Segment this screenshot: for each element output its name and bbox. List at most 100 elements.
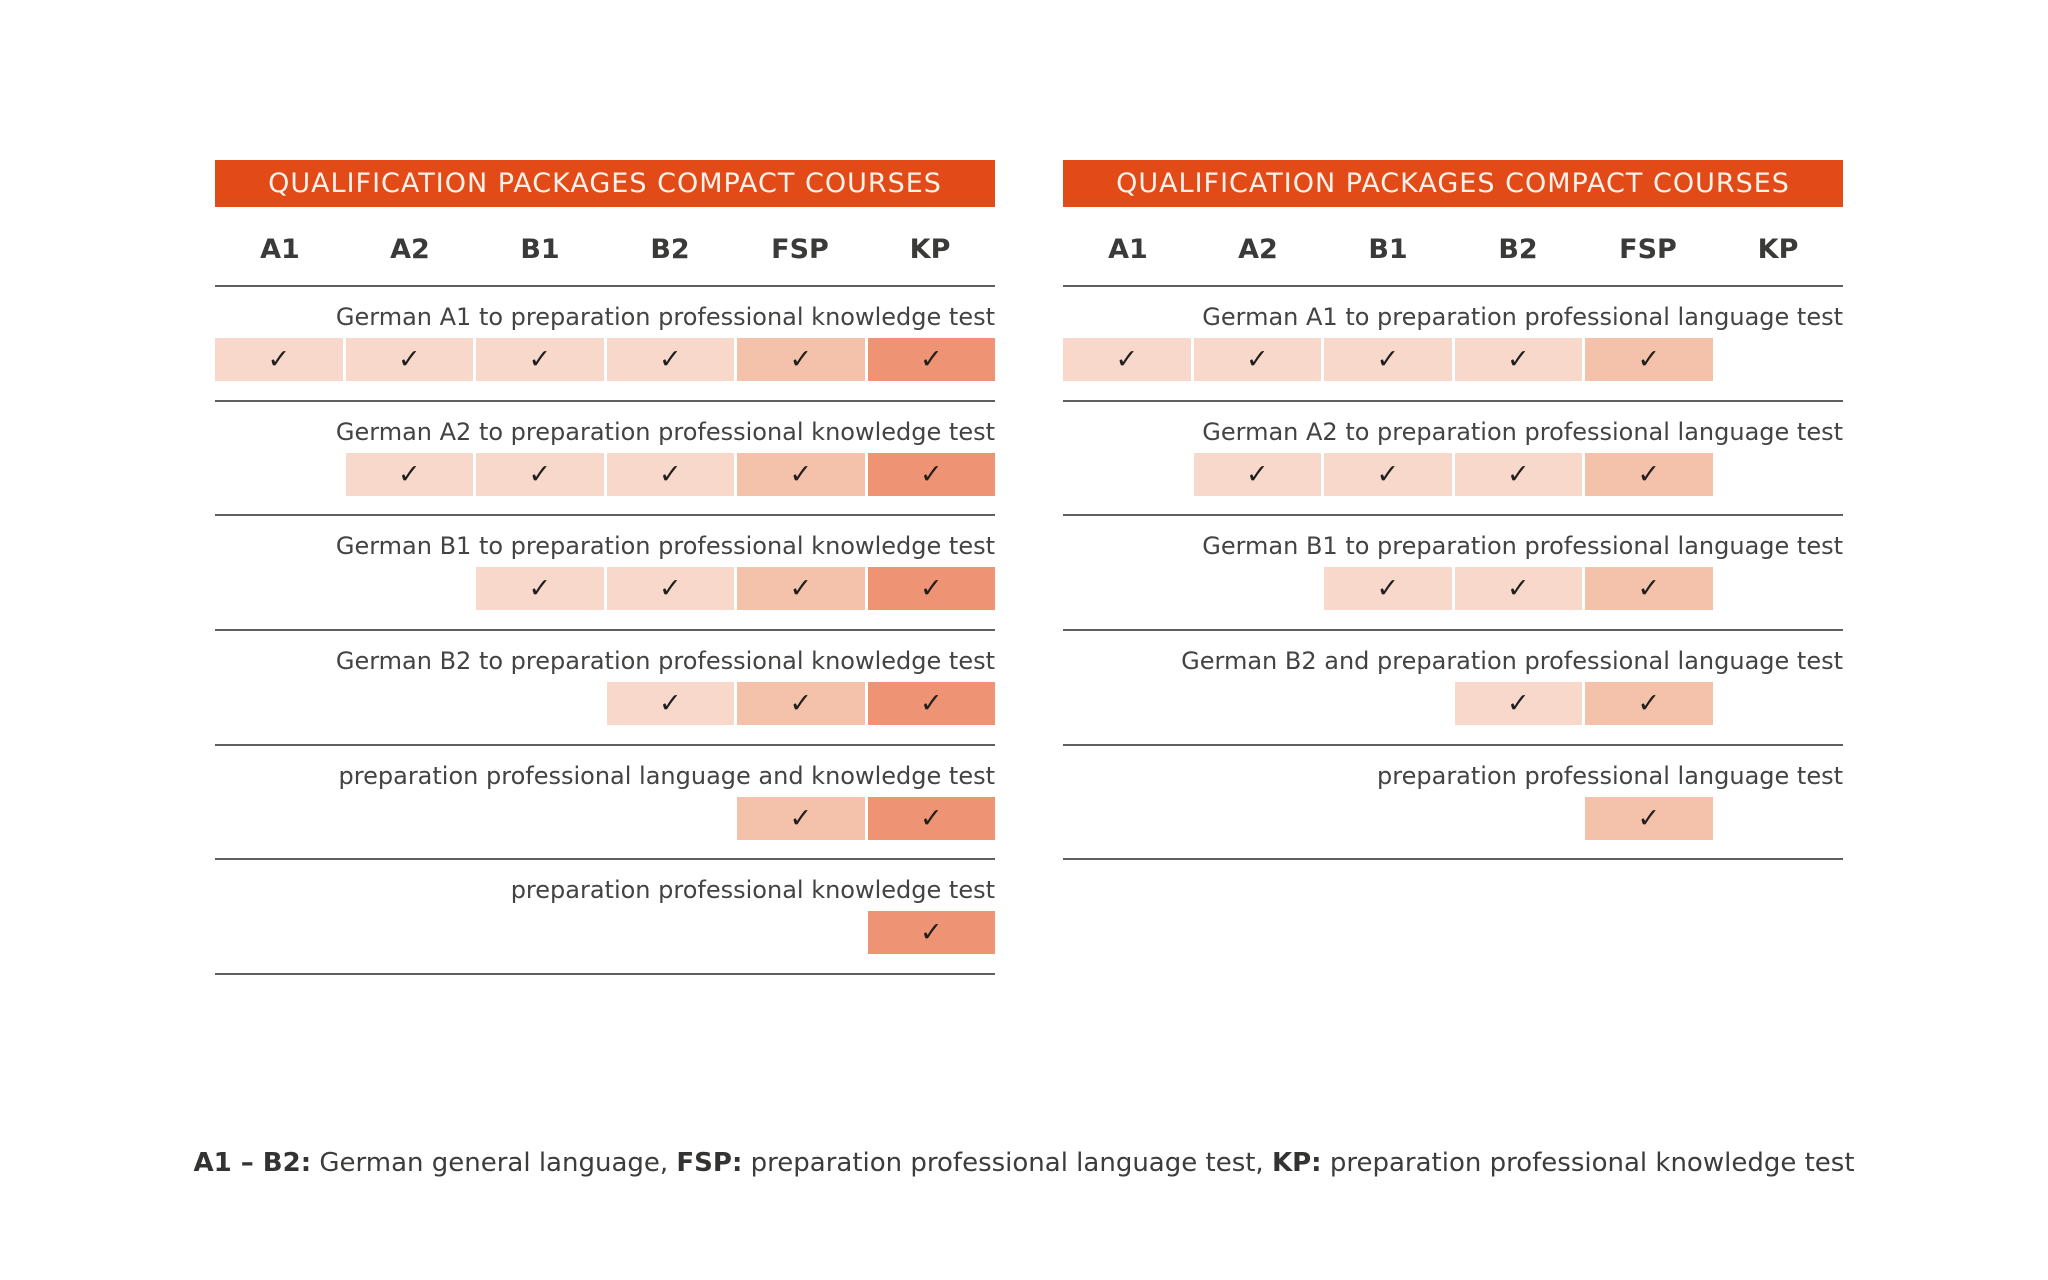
table-row: German A2 to preparation professional la… (1063, 402, 1843, 517)
row-label: German B2 and preparation professional l… (1181, 646, 1843, 675)
check-cell-a2: ✓ (1193, 452, 1321, 496)
empty-cell (1716, 453, 1844, 496)
empty-cell (346, 797, 474, 840)
column-header-fsp: FSP (1619, 233, 1677, 265)
empty-cell (1716, 567, 1844, 610)
row-cells: ✓ ✓ ✓ ✓ ✓ (1063, 338, 1843, 381)
empty-cell (1716, 682, 1844, 725)
empty-cell (215, 682, 343, 725)
column-header-a1: A1 (260, 233, 300, 265)
check-icon: ✓ (1376, 458, 1400, 490)
check-icon: ✓ (658, 458, 682, 490)
check-icon: ✓ (789, 458, 813, 490)
column-header-b1: B1 (520, 233, 560, 265)
empty-cell (215, 453, 343, 496)
check-icon: ✓ (1637, 573, 1661, 605)
check-cell-fsp: ✓ (737, 452, 865, 496)
empty-cell (1063, 797, 1191, 840)
table-row: German A2 to preparation professional kn… (215, 402, 995, 517)
empty-cell (1716, 797, 1844, 840)
row-cells: ✓ ✓ (215, 796, 995, 840)
qualification-table-knowledge: QUALIFICATION PACKAGES COMPACT COURSES A1… (215, 160, 995, 975)
empty-cell (215, 797, 343, 840)
column-headers: A1 A2 B1 B2 FSP KP (215, 207, 995, 287)
empty-cell (1194, 682, 1322, 725)
column-header-a1: A1 (1108, 233, 1148, 265)
row-label: preparation professional knowledge test (510, 876, 995, 905)
row-label: German A2 to preparation professional kn… (335, 417, 995, 446)
check-icon: ✓ (1506, 458, 1530, 490)
check-cell-b1: ✓ (476, 338, 604, 381)
check-cell-kp: ✓ (867, 911, 995, 955)
check-icon: ✓ (1115, 344, 1139, 375)
empty-cell (215, 567, 343, 610)
check-cell-b2: ✓ (1454, 567, 1582, 611)
check-icon: ✓ (528, 573, 552, 605)
table-row: preparation professional knowledge test ✓ (215, 860, 995, 975)
row-cells: ✓ ✓ ✓ ✓ (215, 567, 995, 611)
column-header-fsp: FSP (771, 233, 829, 265)
row-cells: ✓ ✓ (1063, 681, 1844, 725)
legend-text: German general language, (311, 1148, 677, 1178)
empty-cell (346, 682, 474, 725)
check-cell-a1: ✓ (1063, 338, 1191, 381)
empty-cell (737, 911, 865, 954)
row-cells: ✓ ✓ ✓ ✓ ✓ ✓ (215, 338, 995, 381)
check-icon: ✓ (1376, 573, 1400, 605)
check-cell-fsp: ✓ (1585, 452, 1713, 496)
check-icon: ✓ (789, 802, 813, 834)
check-icon: ✓ (658, 687, 682, 719)
row-label: German B1 to preparation professional la… (1202, 532, 1843, 561)
check-icon: ✓ (789, 687, 813, 719)
column-header-kp: KP (909, 233, 951, 265)
table-row: German B2 to preparation professional kn… (215, 631, 995, 746)
check-cell-kp: ✓ (867, 681, 995, 725)
row-cells: ✓ (215, 911, 995, 955)
check-cell-b1: ✓ (1324, 452, 1452, 496)
row-cells: ✓ ✓ ✓ (215, 681, 995, 725)
check-icon: ✓ (1245, 458, 1269, 490)
check-cell-b2: ✓ (606, 338, 734, 381)
column-header-b2: B2 (650, 233, 690, 265)
column-header-a2: A2 (1238, 233, 1278, 265)
check-cell-a2: ✓ (345, 338, 473, 381)
column-header-kp: KP (1757, 233, 1799, 265)
table-row: German A1 to preparation professional kn… (215, 287, 995, 402)
check-cell-fsp: ✓ (1585, 681, 1713, 725)
empty-cell (607, 797, 735, 840)
check-cell-fsp: ✓ (737, 338, 865, 381)
column-header-b1: B1 (1368, 233, 1408, 265)
check-icon: ✓ (397, 344, 421, 375)
check-cell-fsp: ✓ (1585, 567, 1713, 611)
empty-cell (607, 911, 735, 954)
check-cell-b1: ✓ (476, 567, 604, 611)
qualification-table-language: QUALIFICATION PACKAGES COMPACT COURSES A1… (1063, 160, 1844, 861)
column-header-b2: B2 (1498, 233, 1538, 265)
check-cell-kp: ✓ (867, 338, 995, 381)
row-label: German A1 to preparation professional la… (1202, 303, 1843, 331)
row-label: German B2 to preparation professional kn… (335, 646, 995, 675)
empty-cell (346, 911, 474, 954)
empty-cell (1194, 567, 1322, 610)
check-icon: ✓ (919, 458, 943, 490)
check-icon: ✓ (1376, 344, 1400, 375)
row-label: preparation professional language and kn… (338, 761, 995, 790)
check-cell-kp: ✓ (867, 567, 995, 611)
empty-cell (1063, 453, 1191, 496)
check-icon: ✓ (658, 344, 682, 375)
table-rows: German A1 to preparation professional kn… (215, 287, 995, 975)
check-icon: ✓ (1245, 344, 1269, 375)
legend-term: A1 – B2: (193, 1148, 312, 1178)
check-icon: ✓ (1637, 802, 1661, 834)
column-header-a2: A2 (390, 233, 430, 265)
table-row: German A1 to preparation professional la… (1063, 287, 1843, 402)
row-cells: ✓ ✓ ✓ ✓ ✓ (215, 452, 995, 496)
empty-cell (1324, 682, 1452, 725)
empty-cell (1455, 797, 1583, 840)
check-cell-b1: ✓ (476, 452, 604, 496)
check-icon: ✓ (528, 344, 552, 375)
empty-cell (476, 797, 604, 840)
empty-cell (1716, 338, 1844, 381)
check-cell-b1: ✓ (1324, 567, 1452, 611)
table-row: preparation professional language test ✓ (1063, 746, 1843, 861)
